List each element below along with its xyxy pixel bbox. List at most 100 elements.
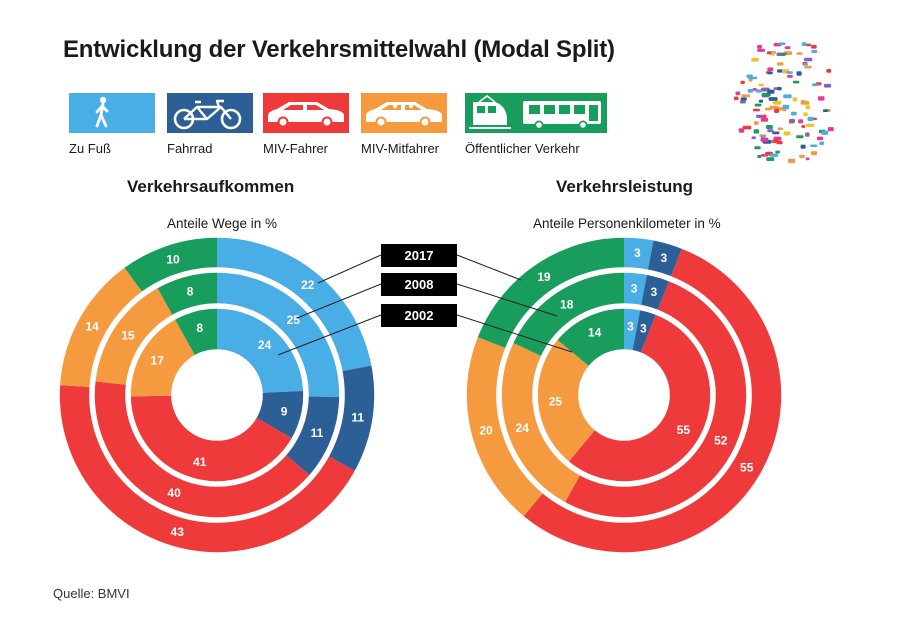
slice-value-label: 3 <box>651 285 658 299</box>
ring-separator <box>465 236 783 554</box>
map-vehicle-mark <box>766 51 772 55</box>
ring-separator <box>129 307 305 483</box>
slice-value-label: 14 <box>85 319 99 333</box>
slice-leistung-2017-miv-fahrer <box>523 248 782 553</box>
map-vehicle-mark <box>769 105 778 110</box>
slice-value-label: 24 <box>516 421 530 435</box>
map-vehicle-mark <box>757 48 765 52</box>
map-vehicle-mark <box>792 97 798 102</box>
map-vehicle-mark <box>767 67 774 72</box>
map-vehicle-mark <box>801 42 807 46</box>
map-vehicle-mark <box>772 139 779 143</box>
donut-hole <box>579 350 669 440</box>
map-vehicle-mark <box>800 100 806 103</box>
slice-aufkommen-2002-miv-fahrer <box>130 395 293 482</box>
map-vehicle-mark <box>788 158 796 163</box>
ring-separator <box>93 271 341 519</box>
map-vehicle-mark <box>742 125 752 130</box>
legend-swatch-oepnv <box>465 93 607 133</box>
map-vehicle-mark <box>768 97 778 101</box>
ring-separator <box>532 303 716 487</box>
year-label: 2002 <box>405 308 434 323</box>
map-vehicle-mark <box>811 44 817 49</box>
slice-aufkommen-2002-miv-mitfahrer <box>130 318 196 397</box>
year-connector-left <box>277 314 382 356</box>
map-vehicle-mark <box>810 151 818 156</box>
map-vehicle-mark <box>762 114 767 119</box>
map-vehicle-mark <box>753 129 760 134</box>
map-vehicle-mark <box>805 123 815 127</box>
slice-value-label: 3 <box>660 251 667 265</box>
map-vehicle-mark <box>770 153 779 157</box>
germany-map-vehicles-icon <box>728 36 838 164</box>
map-vehicle-mark <box>792 80 800 84</box>
year-box <box>381 273 457 296</box>
map-vehicle-mark <box>760 135 766 139</box>
map-vehicle-mark <box>777 62 784 66</box>
ring-separator <box>500 271 748 519</box>
slice-leistung-2017-zu-fuss <box>624 237 654 271</box>
slice-value-label: 10 <box>166 253 180 267</box>
slice-aufkommen-2008-miv-mitfahrer <box>94 287 173 385</box>
ring-separator <box>496 267 752 523</box>
map-vehicle-mark <box>753 121 759 125</box>
legend-label: MIV-Mitfahrer <box>361 141 440 156</box>
map-vehicle-mark <box>810 144 818 147</box>
legend-swatch-miv-mitfahrer <box>361 93 447 133</box>
map-vehicle-mark <box>782 104 790 110</box>
map-vehicle-mark <box>783 131 791 136</box>
chart-title-right: Verkehrsleistung <box>556 177 694 196</box>
slice-aufkommen-2017-miv-fahrer <box>58 385 356 553</box>
legend-label: Zu Fuß <box>69 141 111 156</box>
slice-value-label: 41 <box>193 455 207 469</box>
slice-value-label: 25 <box>549 395 563 409</box>
slice-leistung-2002-fahrrad <box>632 309 657 354</box>
year-connector-left <box>317 254 382 284</box>
slice-value-label: 11 <box>351 410 364 424</box>
map-vehicle-mark <box>754 146 761 150</box>
legend-label: Öffentlicher Verkehr <box>465 141 580 156</box>
map-vehicle-mark <box>807 116 814 121</box>
map-vehicle-mark <box>760 137 769 142</box>
map-vehicle-mark <box>811 49 818 53</box>
map-vehicle-mark <box>804 65 812 69</box>
slice-value-label: 25 <box>287 313 301 327</box>
year-connector-right <box>456 254 522 281</box>
map-vehicle-mark <box>751 136 757 140</box>
map-vehicle-mark <box>774 108 779 113</box>
year-label: 2017 <box>405 248 434 263</box>
map-vehicle-mark <box>796 52 803 55</box>
slice-leistung-2002-miv-mitfahrer <box>536 339 596 463</box>
map-vehicle-mark <box>798 119 804 124</box>
map-vehicle-mark <box>764 107 772 111</box>
map-vehicle-mark <box>777 69 784 73</box>
chart-subtitle-right: Anteile Personenkilometer in % <box>533 216 721 231</box>
map-vehicle-mark <box>738 128 745 133</box>
year-connector-left <box>296 283 382 319</box>
map-vehicle-mark <box>777 86 782 91</box>
bicycle-icon <box>167 93 253 133</box>
legend-swatch-zu-fuss <box>69 93 155 133</box>
slice-leistung-2017-oepnv <box>477 237 624 349</box>
slice-value-label: 8 <box>196 321 203 335</box>
walking-person-icon <box>69 93 155 133</box>
slice-aufkommen-2008-miv-fahrer <box>93 381 310 518</box>
slice-aufkommen-2017-fahrrad <box>328 365 375 472</box>
slice-value-label: 43 <box>171 525 185 539</box>
year-connector-right <box>456 283 558 317</box>
year-connector-right <box>456 314 573 353</box>
map-vehicle-mark <box>800 144 806 149</box>
slice-aufkommen-2008-zu-fuss <box>217 272 341 397</box>
map-vehicle-mark <box>767 89 775 94</box>
slice-leistung-2017-miv-mitfahrer <box>465 336 544 517</box>
ring-separator <box>125 303 309 487</box>
map-vehicle-mark <box>756 114 763 118</box>
year-box <box>381 304 457 327</box>
car-icon <box>263 93 349 133</box>
map-vehicle-mark <box>784 46 791 50</box>
map-vehicle-mark <box>786 71 793 74</box>
chart-title-left: Verkehrsaufkommen <box>127 177 295 196</box>
slice-value-label: 20 <box>479 423 493 437</box>
slice-value-label: 9 <box>281 404 288 418</box>
map-vehicle-mark <box>775 150 780 154</box>
